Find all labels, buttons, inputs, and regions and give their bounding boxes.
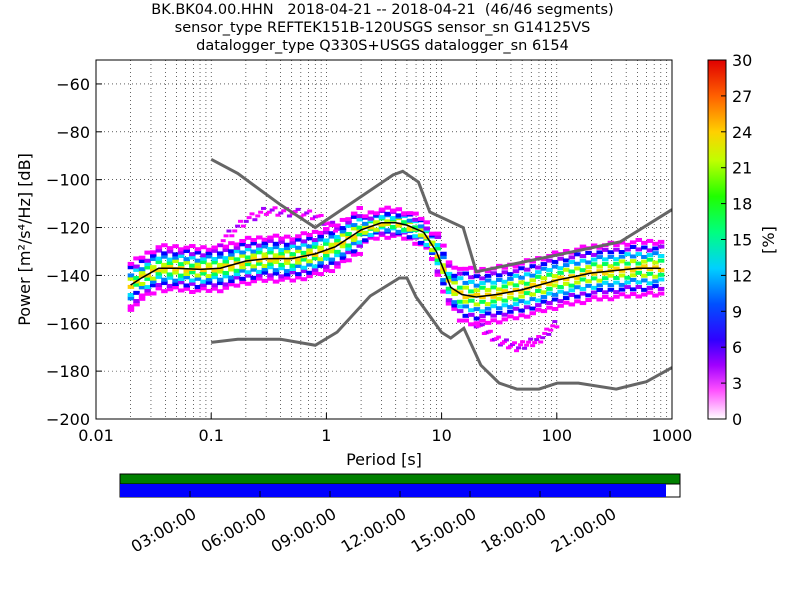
data-availability-bar [119, 473, 681, 485]
y-tick-label: −100 [46, 171, 90, 190]
psd-density [127, 205, 665, 353]
x-tick-label: 0.01 [78, 426, 114, 445]
colorbar-tick-label: 21 [732, 159, 752, 178]
y-tick-label: −60 [56, 75, 90, 94]
x-tick-label: 1 [321, 426, 331, 445]
colorbar-label: [%] [759, 226, 778, 254]
y-tick-label: −200 [46, 410, 90, 429]
noise-model-nhnm [210, 157, 672, 274]
colorbar-tick-label: 12 [732, 266, 752, 285]
y-axis: −200 −180 −160 −140 −120 −100 −80 −60 Power [m²/… [15, 75, 102, 429]
y-axis-label: Power [m²/s⁴/Hz] [dB] [15, 153, 34, 326]
title-line-1: BK.BK04.00.HHN 2018-04-21 -- 2018-04-21 … [151, 2, 614, 18]
colorbar-tick-label: 3 [732, 374, 742, 393]
y-tick-label: −120 [46, 219, 90, 238]
y-tick-label: −140 [46, 266, 90, 285]
x-axis: 0.01 0.1 1 10 100 1000 Period [s] [78, 413, 692, 469]
colorbar-tick-label: 15 [732, 231, 752, 250]
colorbar-tick-label: 0 [732, 410, 742, 429]
colorbar-tick-label: 27 [732, 87, 752, 106]
colorbar-tick-label: 30 [732, 51, 752, 70]
noise-models [210, 157, 672, 391]
y-tick-label: −80 [56, 123, 90, 142]
y-tick-label: −160 [46, 314, 90, 333]
median-line [130, 221, 661, 298]
x-tick-label: 100 [542, 426, 573, 445]
x-tick-label: 10 [431, 426, 451, 445]
x-tick-label: 1000 [652, 426, 693, 445]
y-tick-label: −180 [46, 362, 90, 381]
psd-coverage-bar [120, 484, 666, 497]
colorbar-tick-label: 24 [732, 123, 752, 142]
title-line-3: datalogger_type Q330S+USGS datalogger_sn… [196, 38, 569, 54]
colorbar-tick-label: 18 [732, 195, 752, 214]
colorbar-tick-label: 6 [732, 338, 742, 357]
x-axis-label: Period [s] [346, 450, 422, 469]
title-line-2: sensor_type REFTEK151B-120USGS sensor_sn… [174, 20, 591, 36]
x-tick-label: 0.1 [198, 426, 223, 445]
colorbar: 0 3 6 9 12 15 18 21 24 27 30 [%] [707, 51, 778, 429]
noise-model-nlnm [211, 276, 672, 391]
timeline-bar [119, 473, 681, 498]
colorbar-tick-label: 9 [732, 302, 742, 321]
